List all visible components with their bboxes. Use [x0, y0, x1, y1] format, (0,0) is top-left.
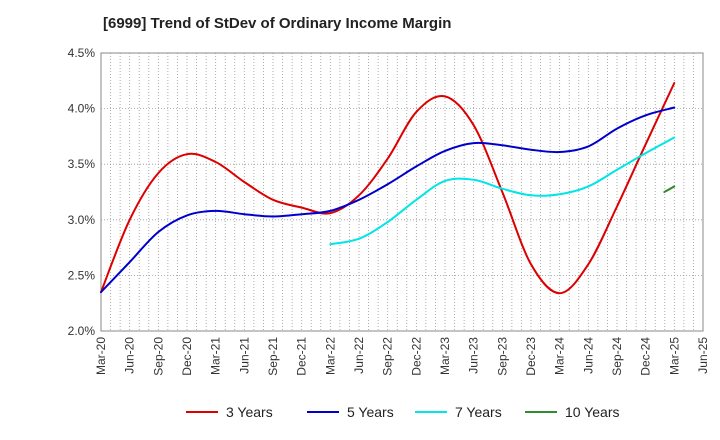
x-tick-label: Sep-22: [381, 337, 395, 376]
legend-item-7-years: 7 Years: [415, 404, 502, 420]
x-tick-label: Sep-24: [610, 337, 624, 376]
legend-item-10-years: 10 Years: [525, 404, 620, 420]
x-tick-label: Dec-20: [180, 337, 194, 376]
legend-swatch: [525, 411, 557, 413]
legend: 3 Years 5 Years 7 Years 10 Years: [0, 404, 720, 426]
chart-title: [6999] Trend of StDev of Ordinary Income…: [103, 15, 452, 32]
x-tick-label: Mar-21: [209, 337, 223, 375]
x-tick-label: Jun-21: [237, 337, 251, 374]
legend-label: 10 Years: [565, 404, 620, 420]
legend-swatch: [186, 411, 218, 413]
y-tick-label: 2.0%: [68, 324, 96, 338]
x-tick-label: Sep-21: [266, 337, 280, 376]
x-tick-label: Sep-20: [151, 337, 165, 376]
legend-label: 7 Years: [455, 404, 502, 420]
legend-item-3-years: 3 Years: [186, 404, 273, 420]
series-line-5-years: [100, 106, 676, 294]
legend-swatch: [307, 411, 339, 413]
legend-label: 3 Years: [226, 404, 273, 420]
x-tick-label: Sep-23: [495, 337, 509, 376]
series-line-10-years: [663, 185, 676, 193]
series-lines: [100, 82, 676, 295]
plot-frame: [100, 52, 704, 332]
x-tick-label: Dec-22: [409, 337, 423, 376]
x-tick-label: Mar-24: [553, 337, 567, 375]
x-tick-label: Jun-20: [123, 337, 137, 374]
y-tick-label: 3.5%: [68, 157, 96, 171]
y-tick-label: 4.5%: [68, 46, 96, 60]
series-line-7-years: [329, 136, 676, 246]
legend-swatch: [415, 411, 447, 413]
x-tick-label: Dec-21: [295, 337, 309, 376]
legend-item-5-years: 5 Years: [307, 404, 394, 420]
grid-lines: [101, 53, 703, 331]
x-tick-label: Jun-24: [581, 337, 595, 374]
x-tick-label: Mar-22: [323, 337, 337, 375]
tick-labels: 2.0% 2.5% 3.0% 3.5% 4.0% 4.5% Mar-20 Jun-20 Sep-…: [68, 46, 710, 376]
x-tick-label: Mar-20: [94, 337, 108, 375]
x-tick-label: Jun-23: [467, 337, 481, 374]
x-tick-label: Jun-25: [696, 337, 710, 374]
axes: [100, 52, 704, 332]
x-tick-label: Mar-23: [438, 337, 452, 375]
x-tick-label: Mar-25: [667, 337, 681, 375]
x-tick-label: Dec-23: [524, 337, 538, 376]
x-tick-label: Dec-24: [639, 337, 653, 376]
series-line-3-years: [100, 82, 676, 295]
legend-label: 5 Years: [347, 404, 394, 420]
y-tick-label: 3.0%: [68, 213, 96, 227]
x-tick-label: Jun-22: [352, 337, 366, 374]
y-tick-label: 4.0%: [68, 102, 96, 116]
y-tick-label: 2.5%: [68, 268, 96, 282]
